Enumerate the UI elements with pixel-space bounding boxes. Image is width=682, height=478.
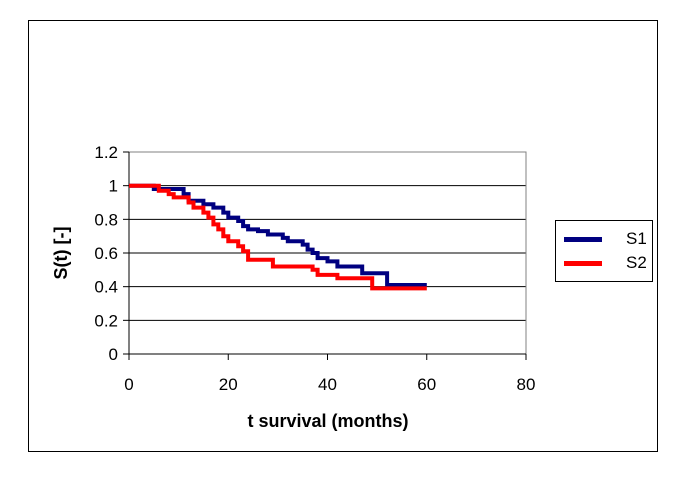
legend-swatch-s1 bbox=[564, 237, 602, 242]
series-layer bbox=[129, 183, 427, 291]
y-tick-label: 0.6 bbox=[94, 244, 118, 263]
tick-label-layer: 0 0.2 0.4 0.6 0.8 1 1.2 0 20 40 60 80 bbox=[94, 143, 535, 394]
grid-layer bbox=[129, 151, 526, 321]
y-axis-title: S(t) [-] bbox=[51, 227, 71, 280]
x-tick-label: 60 bbox=[417, 375, 436, 394]
legend-item-s1: S1 bbox=[562, 229, 648, 249]
legend-swatch-s2 bbox=[564, 261, 602, 266]
axis-layer bbox=[123, 151, 527, 360]
x-tick-label: 40 bbox=[318, 375, 337, 394]
series-line-s1 bbox=[129, 183, 427, 287]
y-tick-label: 1 bbox=[109, 177, 118, 196]
legend-label-s2: S2 bbox=[626, 253, 647, 272]
legend-label-s1: S1 bbox=[626, 229, 647, 248]
legend-item-s2: S2 bbox=[562, 253, 648, 273]
series-line-s2 bbox=[129, 183, 427, 291]
y-tick-label: 0.2 bbox=[94, 311, 118, 330]
x-tick-label: 80 bbox=[517, 375, 536, 394]
legend: S1 S2 bbox=[555, 220, 653, 282]
y-tick-label: 0.8 bbox=[94, 210, 118, 229]
chart-frame bbox=[28, 20, 658, 452]
x-tick-label: 0 bbox=[124, 375, 133, 394]
y-tick-label: 0 bbox=[109, 345, 118, 364]
y-tick-label: 0.4 bbox=[94, 278, 118, 297]
y-tick-label: 1.2 bbox=[94, 143, 118, 162]
x-tick-label: 20 bbox=[219, 375, 238, 394]
x-axis-title: t survival (months) bbox=[247, 411, 408, 431]
